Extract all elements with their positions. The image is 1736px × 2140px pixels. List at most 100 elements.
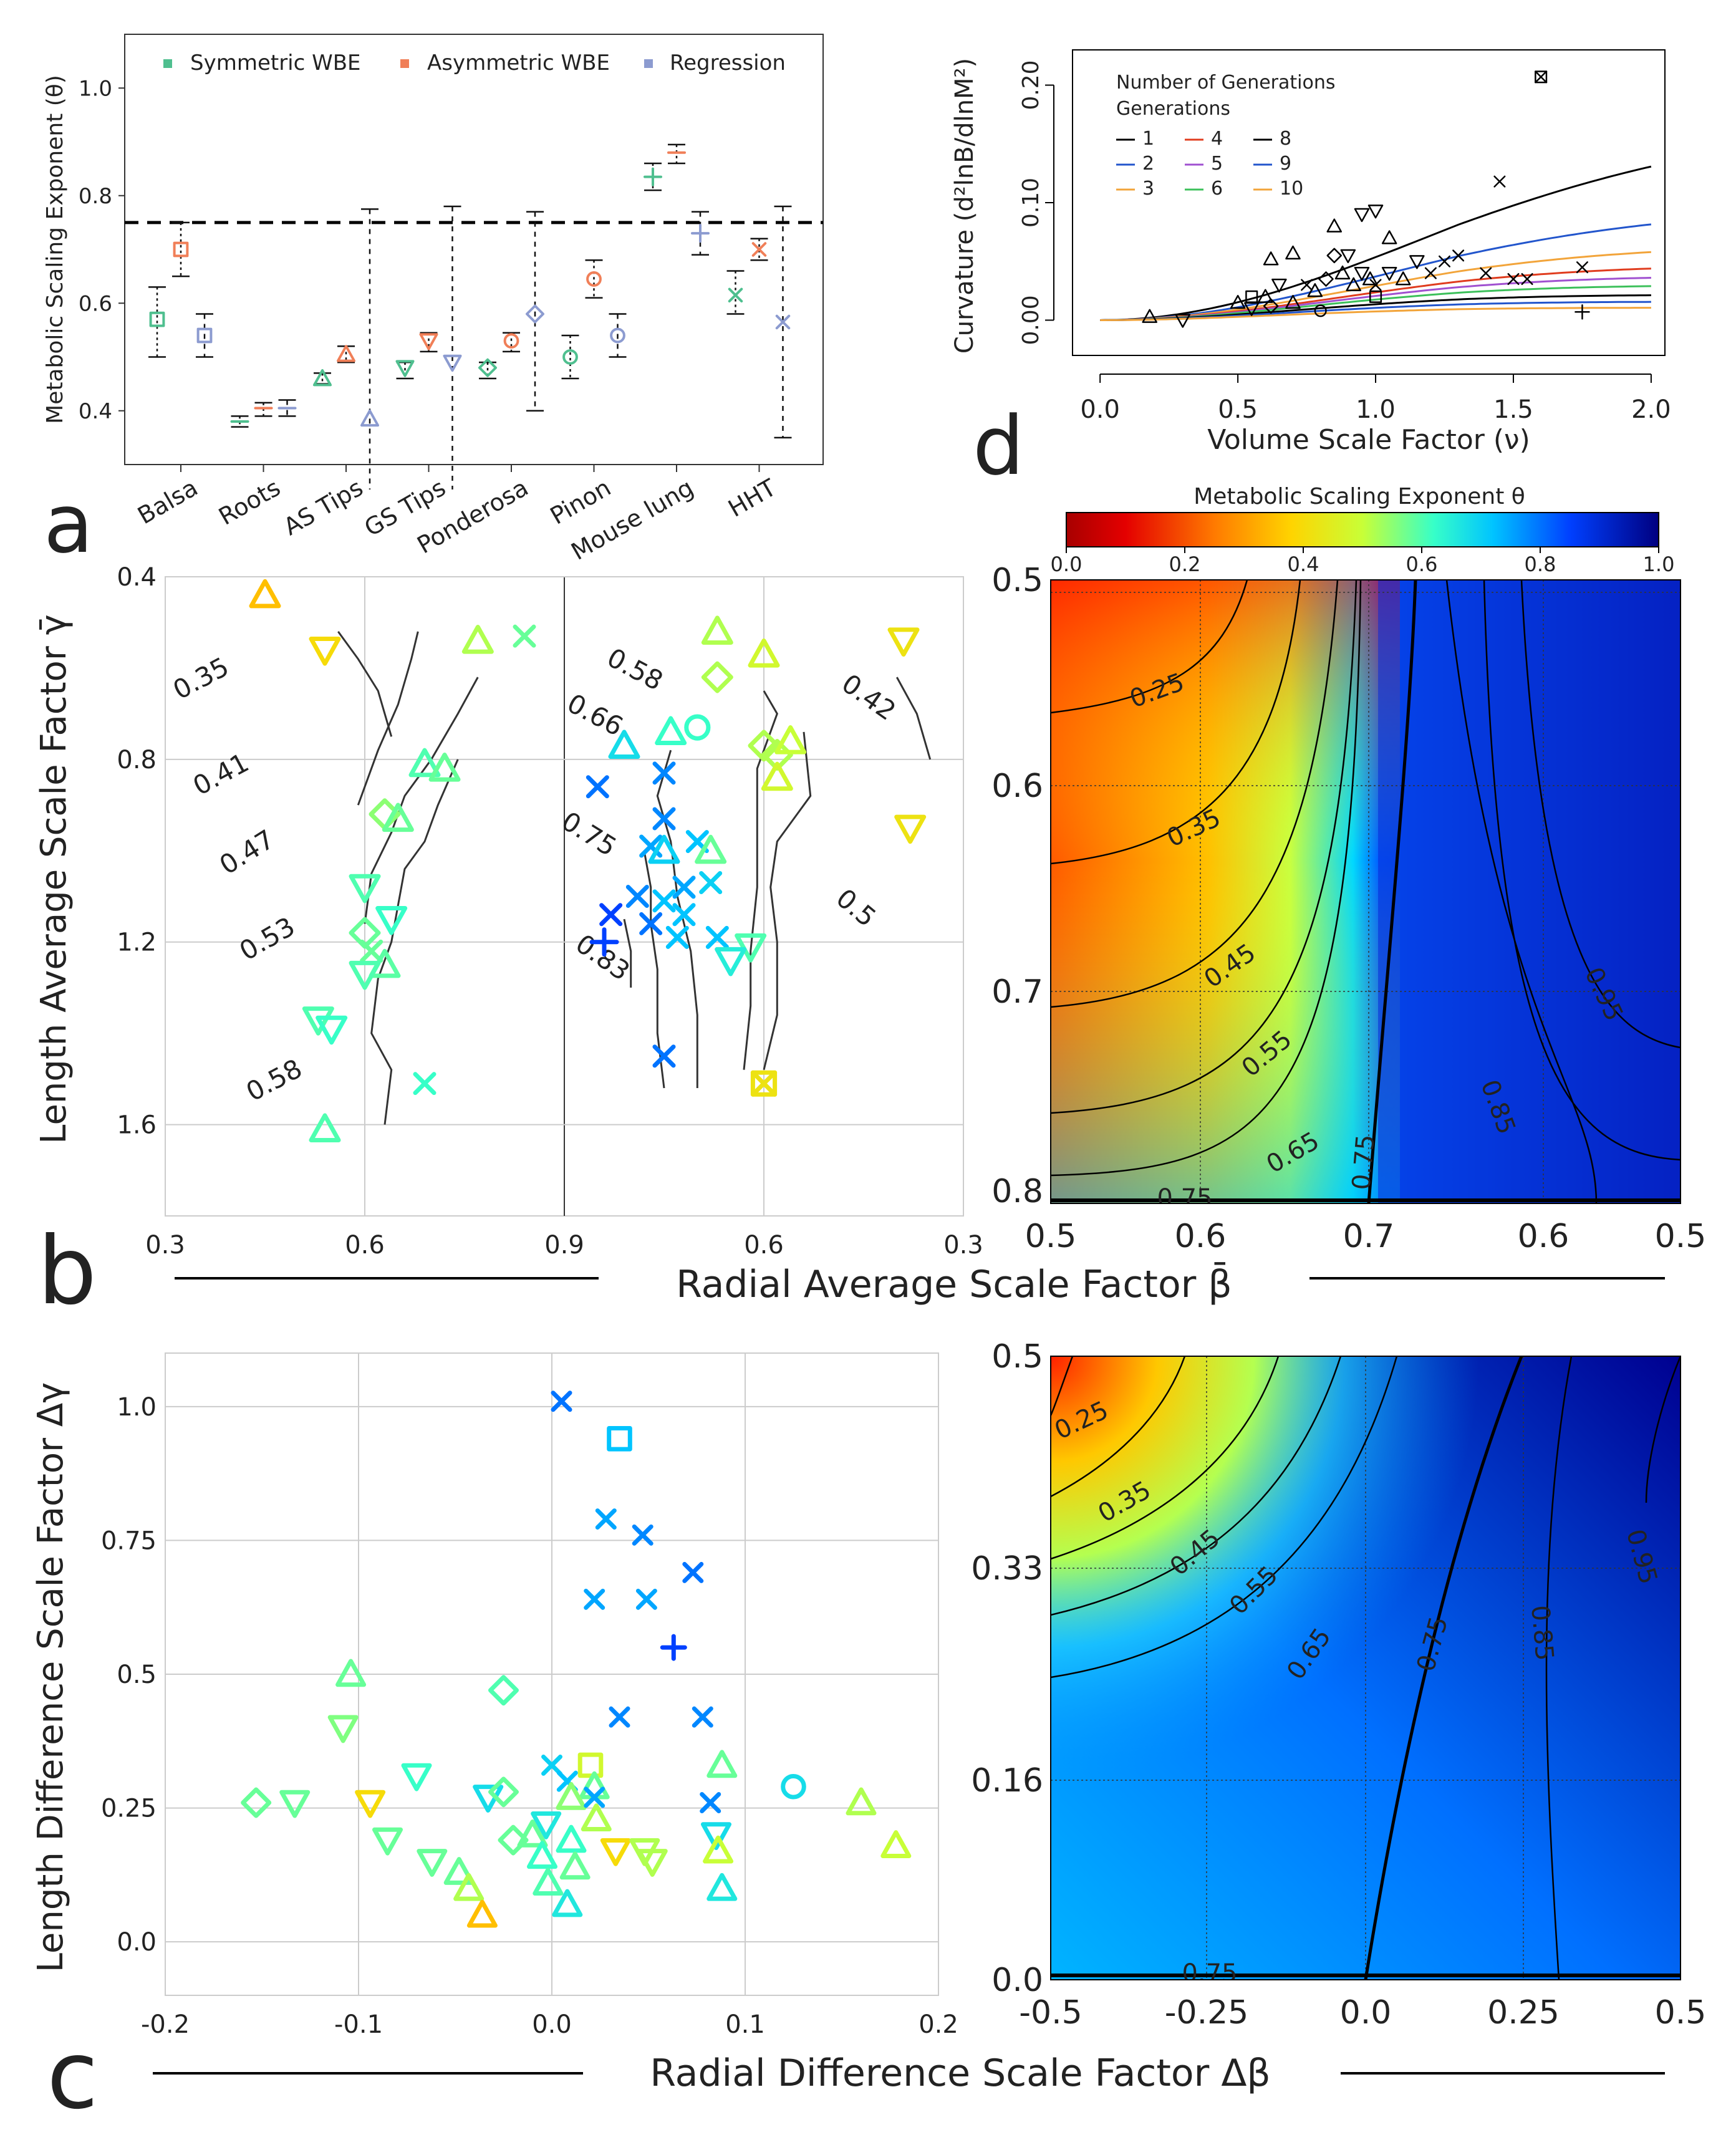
panel-b-point bbox=[748, 638, 780, 668]
panel-a-point-regression bbox=[526, 304, 544, 324]
panel-d-point bbox=[1424, 267, 1437, 279]
panel-c-point bbox=[559, 1851, 591, 1880]
triangle-shape bbox=[748, 638, 780, 668]
triangle-shape bbox=[1307, 283, 1323, 297]
heatmap-lower-contour bbox=[1051, 1356, 1280, 1560]
panel-c-point bbox=[241, 1787, 272, 1818]
heatmap-upper-x-tick-label: 0.7 bbox=[1343, 1218, 1395, 1255]
colorbar bbox=[1066, 512, 1659, 547]
panel-c-point bbox=[706, 1872, 738, 1901]
x-shape bbox=[551, 1391, 572, 1412]
panel-b-point bbox=[608, 730, 640, 759]
legend-swatch-regression bbox=[644, 59, 653, 68]
triangle-down-shape bbox=[1271, 278, 1287, 293]
square-shape bbox=[577, 1752, 604, 1778]
panel-a-category-label: HHT bbox=[723, 473, 781, 523]
circle-shape bbox=[610, 327, 625, 344]
panel-a-point-asymmetric-wbe bbox=[503, 333, 519, 349]
triangle-shape bbox=[1362, 271, 1378, 286]
panel-c-point bbox=[607, 1426, 632, 1452]
x-shape bbox=[652, 761, 676, 785]
panel-d-point bbox=[1175, 314, 1190, 328]
panel-b-y-tick-label: 1.6 bbox=[117, 1111, 157, 1140]
heatmap-upper-contour bbox=[1520, 580, 1681, 1049]
x-shape bbox=[1493, 175, 1506, 188]
panel-c-point bbox=[700, 1792, 721, 1813]
triangle-shape bbox=[249, 579, 281, 609]
panel-b-point bbox=[639, 912, 663, 935]
panel-c-point bbox=[880, 1830, 912, 1858]
triangle-down-shape bbox=[600, 1838, 631, 1866]
panel-c-point bbox=[541, 1754, 562, 1776]
triangle-shape bbox=[556, 1824, 587, 1853]
heatmap-upper-contour-label: 0.75 bbox=[1347, 1134, 1381, 1192]
x-shape bbox=[1439, 255, 1451, 268]
panel-c-point bbox=[533, 1868, 564, 1896]
legend-regression: Regression bbox=[670, 51, 786, 75]
panel-b-contour-0.75 bbox=[643, 851, 665, 1089]
triangle-shape bbox=[1326, 218, 1343, 233]
square-shape bbox=[1245, 290, 1258, 303]
triangle-down-shape bbox=[531, 1811, 562, 1839]
triangle-shape bbox=[313, 369, 332, 387]
panel-c-point bbox=[632, 1524, 653, 1546]
plus-shape bbox=[589, 927, 619, 957]
legend-swatch-symmetric bbox=[163, 59, 172, 68]
circle-shape bbox=[1314, 304, 1327, 317]
panel-d-point bbox=[1369, 290, 1382, 303]
panel-d-point bbox=[1245, 290, 1258, 303]
heatmap-lower-frame bbox=[1050, 1356, 1681, 1980]
x-shape bbox=[728, 287, 743, 303]
triangle-shape bbox=[533, 1868, 564, 1896]
panel-a-point-regression bbox=[775, 314, 791, 330]
triangle-shape bbox=[443, 1857, 475, 1885]
panel-a-legend: Symmetric WBE Asymmetric WBE Regression bbox=[163, 51, 786, 75]
panel-d-point bbox=[1576, 261, 1588, 274]
panel-b-point bbox=[887, 627, 920, 657]
triangle-down-shape bbox=[1367, 205, 1384, 219]
x-shape bbox=[625, 885, 649, 908]
heatmap-upper-contour bbox=[1367, 580, 1417, 1203]
panel-c-point bbox=[846, 1787, 877, 1816]
panel-c-point bbox=[279, 1790, 311, 1818]
triangle-down-shape bbox=[637, 1849, 668, 1877]
panel-a-point-asymmetric-wbe bbox=[337, 345, 355, 362]
heatmap-upper-x-tick-label: 0.5 bbox=[1025, 1218, 1077, 1255]
panel-b-point bbox=[382, 802, 414, 832]
panel-d-line-gen-10 bbox=[1100, 307, 1651, 321]
panel-c-y-tick-label: 0.5 bbox=[117, 1660, 157, 1689]
panel-c-point bbox=[701, 1822, 731, 1850]
heatmap-upper-contour bbox=[1483, 580, 1681, 1161]
x-shape bbox=[584, 1588, 605, 1610]
panel-d-point bbox=[1285, 294, 1301, 309]
panel-d-point bbox=[1367, 205, 1384, 219]
triangle-down-shape bbox=[309, 637, 341, 666]
triangle-down-shape bbox=[887, 627, 920, 657]
panel-c-point bbox=[660, 1634, 687, 1661]
triangle-down-shape bbox=[1381, 267, 1397, 281]
triangle-down-shape bbox=[316, 1015, 348, 1045]
triangle-down-shape bbox=[279, 1790, 311, 1818]
panel-b-point bbox=[513, 624, 536, 648]
panel-c-chart: -0.2 -0.1 0.0 0.1 0.2 0.0 0.25 0.5 0.75 1.0 Lengt… bbox=[31, 1352, 958, 2130]
triangle-down-shape bbox=[894, 814, 927, 844]
panel-a-point-regression bbox=[196, 327, 213, 344]
panel-c-point bbox=[327, 1715, 359, 1743]
x-shape bbox=[692, 1706, 713, 1728]
panel-b-point bbox=[761, 761, 793, 791]
square-shape bbox=[149, 311, 165, 327]
triangle-shape bbox=[1346, 277, 1361, 291]
panel-d-y-label: Curvature (d²lnB/dlnM²) bbox=[950, 58, 979, 354]
triangle-shape bbox=[360, 409, 379, 427]
triangle-shape bbox=[695, 834, 727, 864]
legend-label-gen-4: 4 bbox=[1211, 128, 1223, 150]
triangle-shape bbox=[648, 834, 680, 864]
legend-label-gen-3: 3 bbox=[1142, 178, 1154, 200]
panel-c-point bbox=[584, 1786, 605, 1808]
panel-a-marks bbox=[148, 143, 792, 489]
panel-a-y-tick-label: 0.6 bbox=[79, 291, 112, 316]
panel-b-contour-0.35 bbox=[337, 631, 393, 737]
panel-d-point bbox=[1535, 70, 1548, 84]
heatmap-upper-y-tick-label: 0.7 bbox=[991, 973, 1043, 1011]
